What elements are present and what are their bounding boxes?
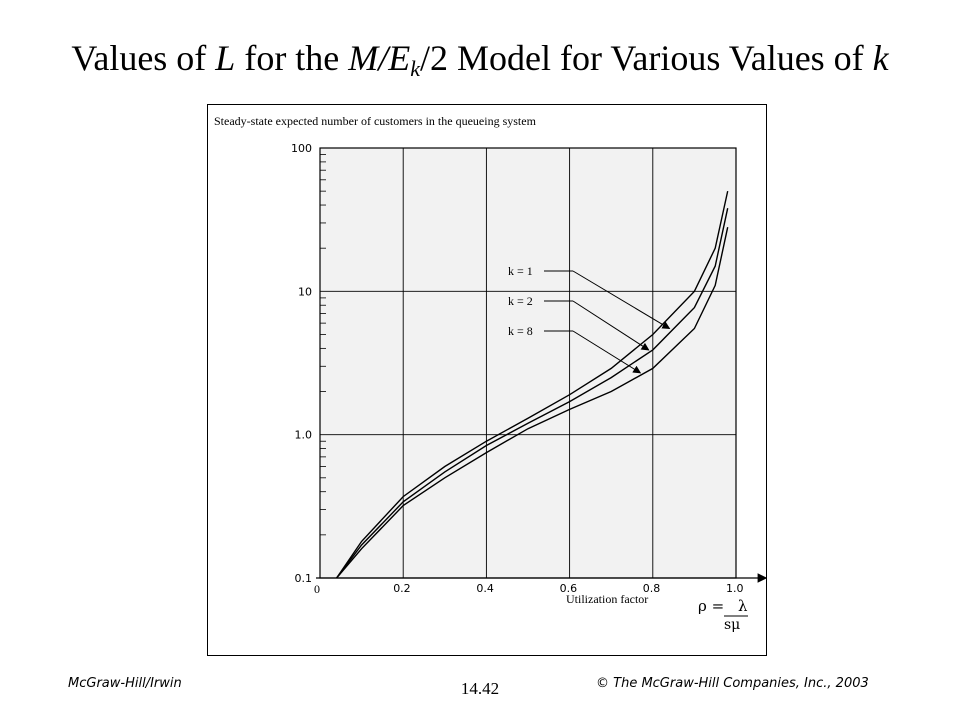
- series-line-k8: [336, 227, 729, 579]
- chart-ylabel: Steady-state expected number of customer…: [214, 114, 537, 128]
- annotation-label: k = 8: [508, 324, 533, 338]
- annotation-arrow: [572, 270, 671, 330]
- annotation-arrow: [572, 300, 650, 351]
- slide-title: Values of L for the M/Ek/2 Model for Var…: [71, 38, 889, 81]
- annotation-label: k = 2: [508, 294, 533, 308]
- formula-denominator: sμ: [724, 617, 740, 633]
- y-tick-label: 10: [298, 285, 312, 298]
- x-tick-label: 1.0: [726, 582, 744, 595]
- series-line-k2: [336, 208, 729, 579]
- formula-lhs: ρ =: [698, 597, 724, 615]
- slide-number: 14.42: [460, 679, 500, 698]
- x-tick-label: 0.2: [393, 582, 411, 595]
- y-tick-label: 1.0: [295, 429, 313, 442]
- x-origin-label: 0: [314, 582, 320, 596]
- x-tick-label: 0.8: [643, 582, 661, 595]
- annotation-arrow: [572, 330, 642, 374]
- chart-xlabel: Utilization factor: [566, 592, 648, 606]
- chart-svg: Steady-state expected number of customer…: [214, 114, 768, 633]
- footer-publisher: McGraw-Hill/Irwin: [68, 676, 182, 691]
- chart-frame: Steady-state expected number of customer…: [207, 104, 768, 656]
- series-line-k1: [336, 190, 729, 579]
- y-tick-label: 0.1: [295, 572, 313, 585]
- x-tick-label: 0.4: [476, 582, 494, 595]
- plot-area: [319, 147, 737, 579]
- formula-numerator: λ: [738, 597, 748, 615]
- footer-copyright: © The McGraw-Hill Companies, Inc., 2003: [596, 676, 869, 691]
- y-tick-label: 100: [291, 142, 312, 155]
- annotation-label: k = 1: [508, 264, 533, 278]
- x-tick-label: 0.6: [560, 582, 578, 595]
